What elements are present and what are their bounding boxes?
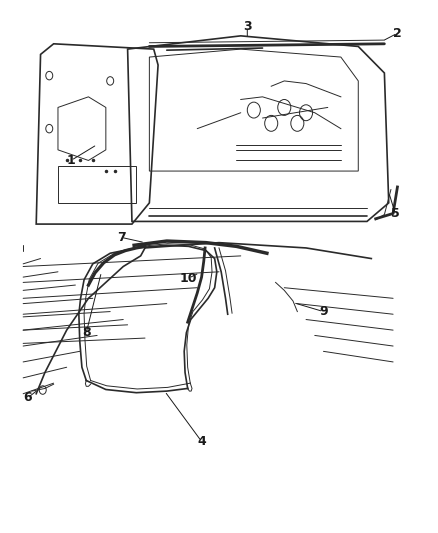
Text: 2: 2 <box>393 27 402 39</box>
Text: 9: 9 <box>319 305 328 318</box>
Text: 3: 3 <box>243 20 251 34</box>
Text: 4: 4 <box>197 435 206 448</box>
Bar <box>58 166 136 203</box>
Text: 8: 8 <box>82 326 91 340</box>
Text: 5: 5 <box>391 207 399 220</box>
Text: 6: 6 <box>23 392 32 405</box>
Text: 10: 10 <box>180 272 197 285</box>
Text: 1: 1 <box>67 154 75 167</box>
Text: 7: 7 <box>117 231 125 244</box>
